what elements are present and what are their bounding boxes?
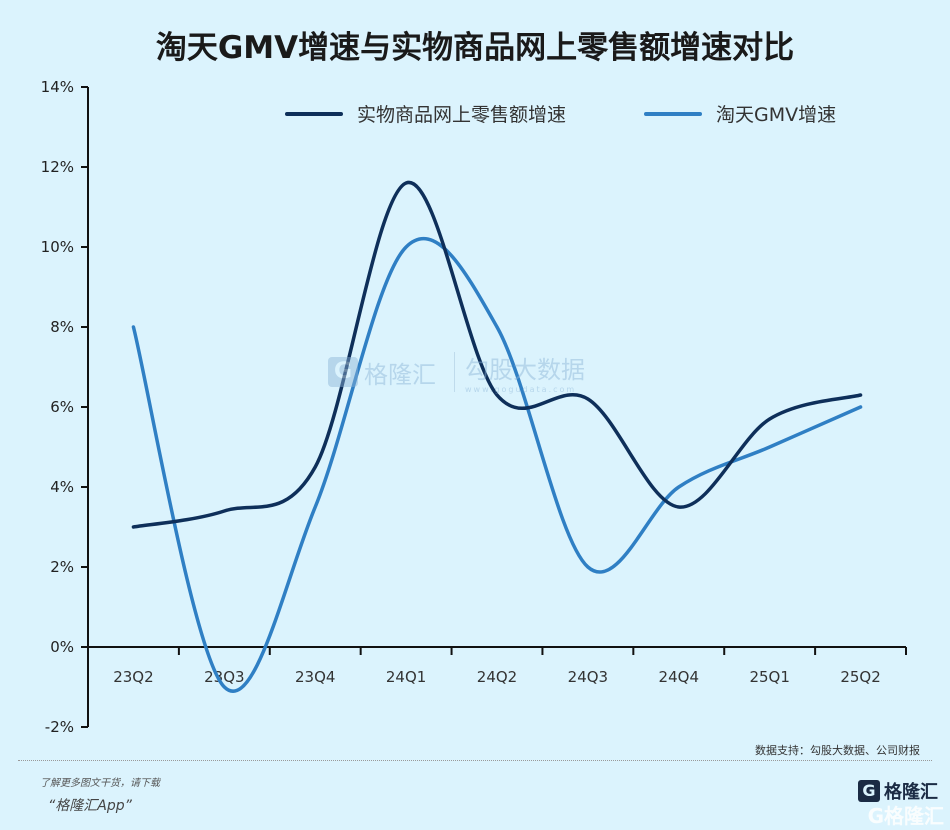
x-tick-label: 24Q4 <box>659 668 699 686</box>
chart-title: 淘天GMV增速与实物商品网上零售额增速对比 <box>155 30 795 66</box>
x-tick-label: 24Q2 <box>477 668 517 686</box>
y-tick-label: 4% <box>50 478 74 496</box>
footer-divider <box>18 760 932 761</box>
y-tick-label: -2% <box>45 718 74 736</box>
x-tick-label: 23Q2 <box>113 668 153 686</box>
watermark-brand: 格隆汇 <box>364 360 436 389</box>
axes: -2% 0% 2% 4% 6% 8% 10% 12% 14% 23Q2 23Q3 23Q4 24Q1 24… <box>41 78 907 736</box>
footer-app-name: “格隆汇App” <box>48 798 132 814</box>
y-tick-label: 0% <box>50 638 74 656</box>
watermark-divider <box>454 352 455 392</box>
watermark-partner: 勾股大数据 <box>465 356 585 384</box>
footer-note: 了解更多图文干货，请下载 <box>40 778 160 789</box>
y-tick-label: 12% <box>41 158 74 176</box>
legend-item-gmv: 淘天GMV增速 <box>644 100 836 127</box>
series-line-gmv <box>131 237 863 693</box>
x-tick-label: 24Q3 <box>568 668 608 686</box>
y-tick-label: 10% <box>41 238 74 256</box>
x-tick-label: 23Q3 <box>204 668 244 686</box>
logo-name: 格隆汇 <box>884 782 938 803</box>
brand-logo: G 格隆汇 <box>858 778 938 804</box>
legend: 实物商品网上零售额增速 淘天GMV增速 <box>285 100 914 127</box>
series-line-retail <box>131 181 863 529</box>
y-tick-label: 6% <box>50 398 74 416</box>
logo-icon: G <box>858 780 880 802</box>
x-tick-label: 23Q4 <box>295 668 335 686</box>
legend-item-retail: 实物商品网上零售额增速 <box>285 100 566 127</box>
watermark: G 格隆汇 勾股大数据 www.gogudata.com <box>328 350 585 394</box>
series-lines <box>131 181 863 693</box>
watermark-logo-icon: G <box>328 357 358 387</box>
y-tick-label: 14% <box>41 78 74 96</box>
data-source: 数据支持：勾股大数据、公司财报 <box>755 744 920 757</box>
legend-label-retail: 实物商品网上零售额增速 <box>357 104 567 126</box>
logo-watermark: G格隆汇 <box>867 804 944 828</box>
legend-swatch-retail <box>285 111 343 116</box>
y-tick-label: 8% <box>50 318 74 336</box>
x-tick-label: 25Q2 <box>840 668 880 686</box>
x-tick-label: 24Q1 <box>386 668 426 686</box>
y-tick-label: 2% <box>50 558 74 576</box>
legend-swatch-gmv <box>644 111 703 116</box>
legend-label-gmv: 淘天GMV增速 <box>716 104 837 126</box>
watermark-partner-url: www.gogudata.com <box>465 385 577 394</box>
x-tick-label: 25Q1 <box>749 668 789 686</box>
